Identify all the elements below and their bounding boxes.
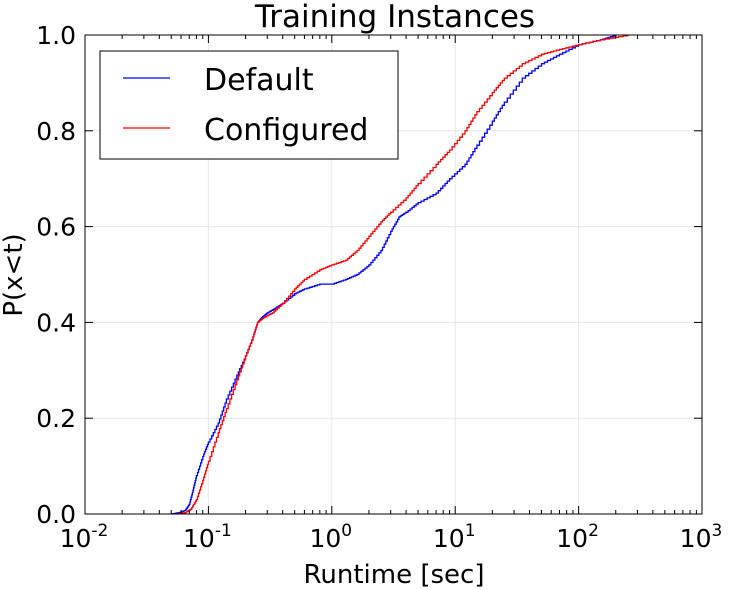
y-tick-label: 0.2 [36,404,76,433]
legend-label-configured: Configured [204,113,368,148]
y-axis-label: P(x<t) [0,233,29,316]
x-tick-label: 103 [680,521,723,553]
legend-box [99,50,399,160]
series-line-default [171,35,617,515]
x-tick-label: 100 [309,521,352,553]
x-tick-label: 10-2 [60,521,109,553]
plot-frame [84,34,703,515]
y-tick-labels: 0.0 0.2 0.4 0.6 0.8 1.0 [36,21,76,529]
y-tick-label: 0.4 [36,308,76,337]
axis-ticks [84,34,703,515]
y-tick-label: 0.8 [36,117,76,146]
series-line-configured [176,35,629,515]
series-layer [171,35,629,515]
legend-label-default: Default [204,63,314,98]
x-tick-label: 101 [433,521,476,553]
y-tick-label: 1.0 [36,21,76,50]
x-tick-labels: 10-2 10-1 100 101 102 103 [60,521,723,553]
x-tick-label: 10-1 [183,521,232,553]
x-axis-label: Runtime [sec] [304,560,485,590]
chart-title: Training Instances [254,0,535,35]
y-tick-label: 0.6 [36,213,76,242]
x-tick-label: 102 [556,521,599,553]
y-tick-label: 0.0 [36,500,76,529]
legend: Default Configured [99,50,399,160]
